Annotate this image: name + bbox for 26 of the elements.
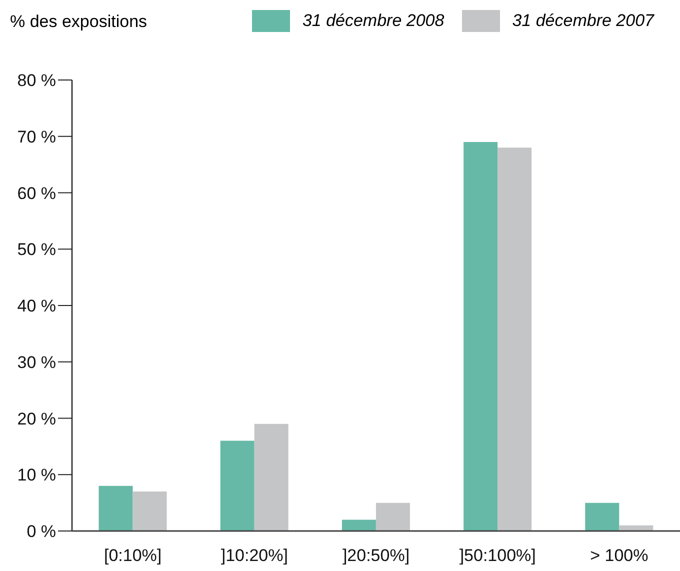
bar xyxy=(98,486,133,531)
bar xyxy=(254,424,288,531)
y-tick-label: 70 % xyxy=(17,127,56,146)
legend-label: 31 décembre 2007 xyxy=(512,11,654,31)
y-tick-label: 40 % xyxy=(17,296,56,316)
bar xyxy=(464,142,498,531)
x-tick-label: ]20:50%] xyxy=(342,546,410,566)
bar xyxy=(376,502,410,531)
bar xyxy=(342,520,376,531)
bar xyxy=(498,148,532,531)
x-tick-label: ]50:100%] xyxy=(459,546,536,566)
y-tick-label: 80 % xyxy=(17,71,56,90)
y-tick-label: 0 % xyxy=(26,522,56,542)
y-axis-title: % des expositions xyxy=(10,12,148,32)
x-tick-label: ]10:20%] xyxy=(220,546,288,566)
bar xyxy=(585,502,620,531)
bar xyxy=(132,492,167,531)
y-tick-label: 10 % xyxy=(17,466,56,485)
y-tick-label: 20 % xyxy=(17,409,56,428)
x-tick-label: [0:10%] xyxy=(104,546,162,566)
y-tick-label: 60 % xyxy=(17,184,56,203)
bar xyxy=(220,440,254,531)
legend-label: 31 décembre 2008 xyxy=(302,11,444,31)
y-tick-label: 30 % xyxy=(17,352,56,372)
x-tick-label: > 100% xyxy=(590,546,648,566)
y-tick-label: 50 % xyxy=(17,240,56,260)
